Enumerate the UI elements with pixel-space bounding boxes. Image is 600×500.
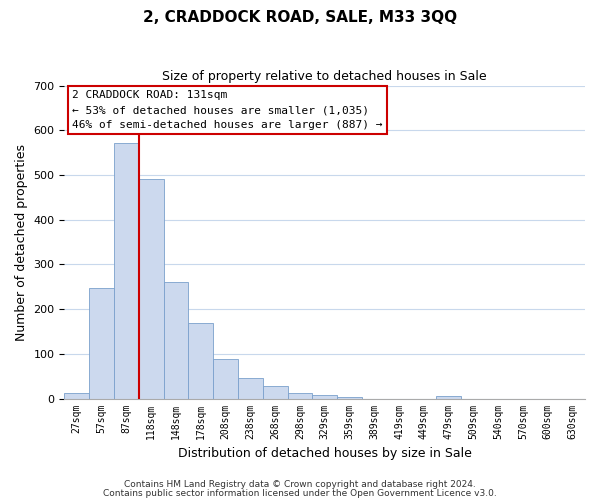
Text: 2, CRADDOCK ROAD, SALE, M33 3QQ: 2, CRADDOCK ROAD, SALE, M33 3QQ [143,10,457,25]
Bar [164,282,188,399]
Text: 2 CRADDOCK ROAD: 131sqm
← 53% of detached houses are smaller (1,035)
46% of semi: 2 CRADDOCK ROAD: 131sqm ← 53% of detache… [72,90,383,130]
Bar [263,386,287,398]
Bar [139,178,164,398]
X-axis label: Distribution of detached houses by size in Sale: Distribution of detached houses by size … [178,447,472,460]
Bar [436,396,461,398]
Text: Contains public sector information licensed under the Open Government Licence v3: Contains public sector information licen… [103,488,497,498]
Bar [114,143,139,399]
Bar [337,397,362,398]
Bar [64,393,89,398]
Bar [213,359,238,399]
Bar [313,395,337,398]
Title: Size of property relative to detached houses in Sale: Size of property relative to detached ho… [163,70,487,83]
Y-axis label: Number of detached properties: Number of detached properties [15,144,28,340]
Text: Contains HM Land Registry data © Crown copyright and database right 2024.: Contains HM Land Registry data © Crown c… [124,480,476,489]
Bar [188,322,213,398]
Bar [238,378,263,398]
Bar [89,288,114,399]
Bar [287,392,313,398]
